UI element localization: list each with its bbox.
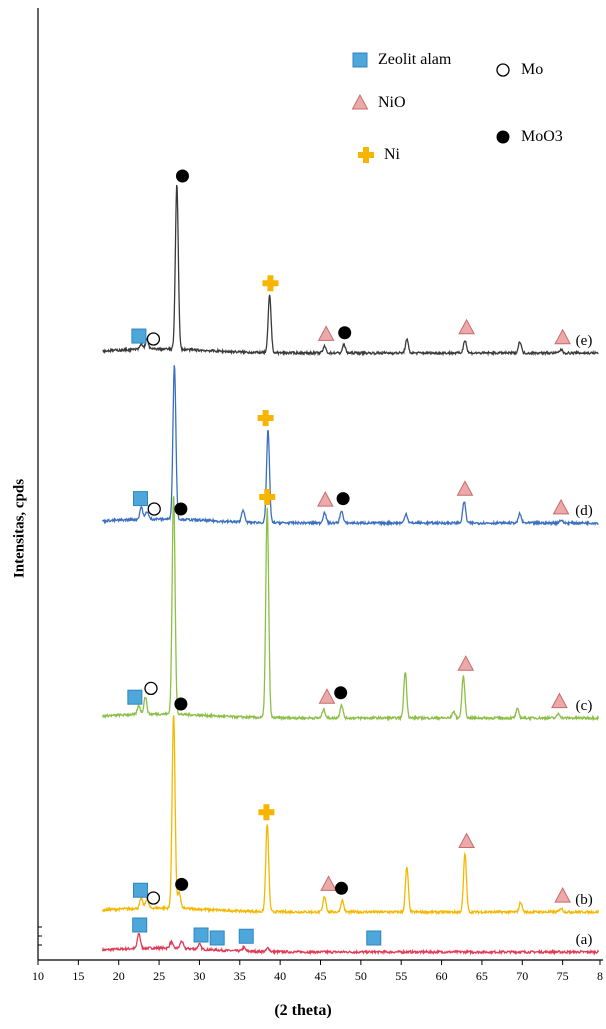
zeolite-square-icon <box>238 928 254 944</box>
y-axis-label: Intensitas, cpds <box>11 478 28 579</box>
legend-label: Mo <box>521 61 544 78</box>
zeolite-square-icon <box>132 917 148 933</box>
zeolite-square-icon <box>133 491 149 507</box>
x-tick-label: 50 <box>355 969 367 983</box>
nio-triangle-icon <box>320 875 337 891</box>
legend-marker <box>351 93 369 110</box>
x-tick-label: 8 <box>597 969 603 983</box>
moo3-filled-circle-icon <box>338 326 352 340</box>
tick-layer: 10 15 20 25 30 35 40 45 50 55 60 65 70 75 8 <box>32 960 603 983</box>
series-line <box>102 365 599 527</box>
legend-marker <box>496 63 510 77</box>
moo3-filled-circle-icon <box>334 881 348 895</box>
x-tick-label: 60 <box>436 969 448 983</box>
zeolite-square-icon <box>133 882 149 898</box>
nio-triangle-icon <box>551 692 568 709</box>
legend-item: Mo <box>493 60 543 80</box>
ni-cross-icon <box>258 804 275 821</box>
nio-triangle-icon <box>457 655 475 671</box>
series-label: (e) <box>576 333 593 349</box>
x-tick-label: 15 <box>72 969 84 983</box>
legend-item: NiO <box>350 93 406 113</box>
x-tick-label: 10 <box>32 969 44 983</box>
x-tick-label: 30 <box>193 969 205 983</box>
series-line <box>101 496 600 722</box>
nio-triangle-icon <box>456 480 474 496</box>
ni-cross-icon <box>257 410 274 426</box>
ni-cross-icon <box>259 489 276 505</box>
moo3-filled-circle-icon <box>174 502 188 516</box>
zeolite-square-icon <box>193 927 209 943</box>
nio-triangle-icon <box>351 93 369 110</box>
axes <box>37 8 603 961</box>
x-tick-label: 65 <box>476 969 488 983</box>
zeolite-square-icon <box>352 52 368 68</box>
nio-triangle-icon <box>317 491 334 507</box>
nio-triangle-icon <box>458 318 475 335</box>
moo3-filled-circle-icon <box>334 686 348 700</box>
zeolite-square-icon <box>366 930 382 946</box>
moo3-filled-circle-icon <box>175 877 189 891</box>
nio-triangle-icon <box>318 688 336 704</box>
series-label: (b) <box>575 892 593 908</box>
x-tick-label: 35 <box>234 969 246 983</box>
series-line <box>101 932 600 956</box>
nio-triangle-icon <box>554 887 571 903</box>
x-tick-label: 25 <box>153 969 165 983</box>
mo-open-circle-icon <box>147 502 161 516</box>
legend-label: MoO3 <box>521 128 563 145</box>
x-tick-label: 75 <box>557 969 569 983</box>
legend-marker <box>352 52 368 68</box>
legend-marker <box>496 130 510 144</box>
zeolite-square-icon <box>209 930 225 946</box>
legend-label: Zeolit alam <box>378 51 452 68</box>
moo3-filled-circle-icon <box>174 697 188 711</box>
mo-open-circle-icon <box>146 332 161 346</box>
series-layer <box>101 184 600 956</box>
zeolite-square-icon <box>131 328 147 344</box>
series-line <box>101 715 600 916</box>
x-axis-label: (2 theta) <box>274 1002 332 1019</box>
series-label: (d) <box>575 503 593 519</box>
x-tick-label: 70 <box>516 969 528 983</box>
legend-label: Ni <box>384 146 400 163</box>
zeolite-square-icon <box>127 689 143 705</box>
legend-item: MoO3 <box>493 127 563 147</box>
ni-cross-icon <box>358 147 374 163</box>
moo3-filled-circle-icon <box>496 130 510 144</box>
nio-triangle-icon <box>552 498 570 515</box>
nio-triangle-icon <box>458 832 475 848</box>
series-line <box>102 184 599 357</box>
marker-layer: (a) (b) (c) (d) (e) <box>127 169 593 948</box>
mo-open-circle-icon <box>496 63 510 77</box>
mo-open-circle-icon <box>146 891 161 905</box>
legend-item: Zeolit alam <box>350 50 451 70</box>
x-tick-label: 55 <box>395 969 407 983</box>
series-label: (a) <box>576 932 593 948</box>
legend-item: Ni <box>356 145 400 165</box>
mo-open-circle-icon <box>144 681 158 696</box>
legend-marker <box>358 147 374 163</box>
nio-triangle-icon <box>317 325 335 341</box>
x-tick-label: 45 <box>315 969 327 983</box>
moo3-filled-circle-icon <box>336 492 350 506</box>
series-label: (c) <box>576 698 593 714</box>
x-tick-label: 40 <box>274 969 286 983</box>
x-tick-label: 20 <box>113 969 125 983</box>
legend-label: NiO <box>378 94 406 111</box>
nio-triangle-icon <box>554 328 571 345</box>
ni-cross-icon <box>262 275 279 292</box>
moo3-filled-circle-icon <box>175 169 189 183</box>
